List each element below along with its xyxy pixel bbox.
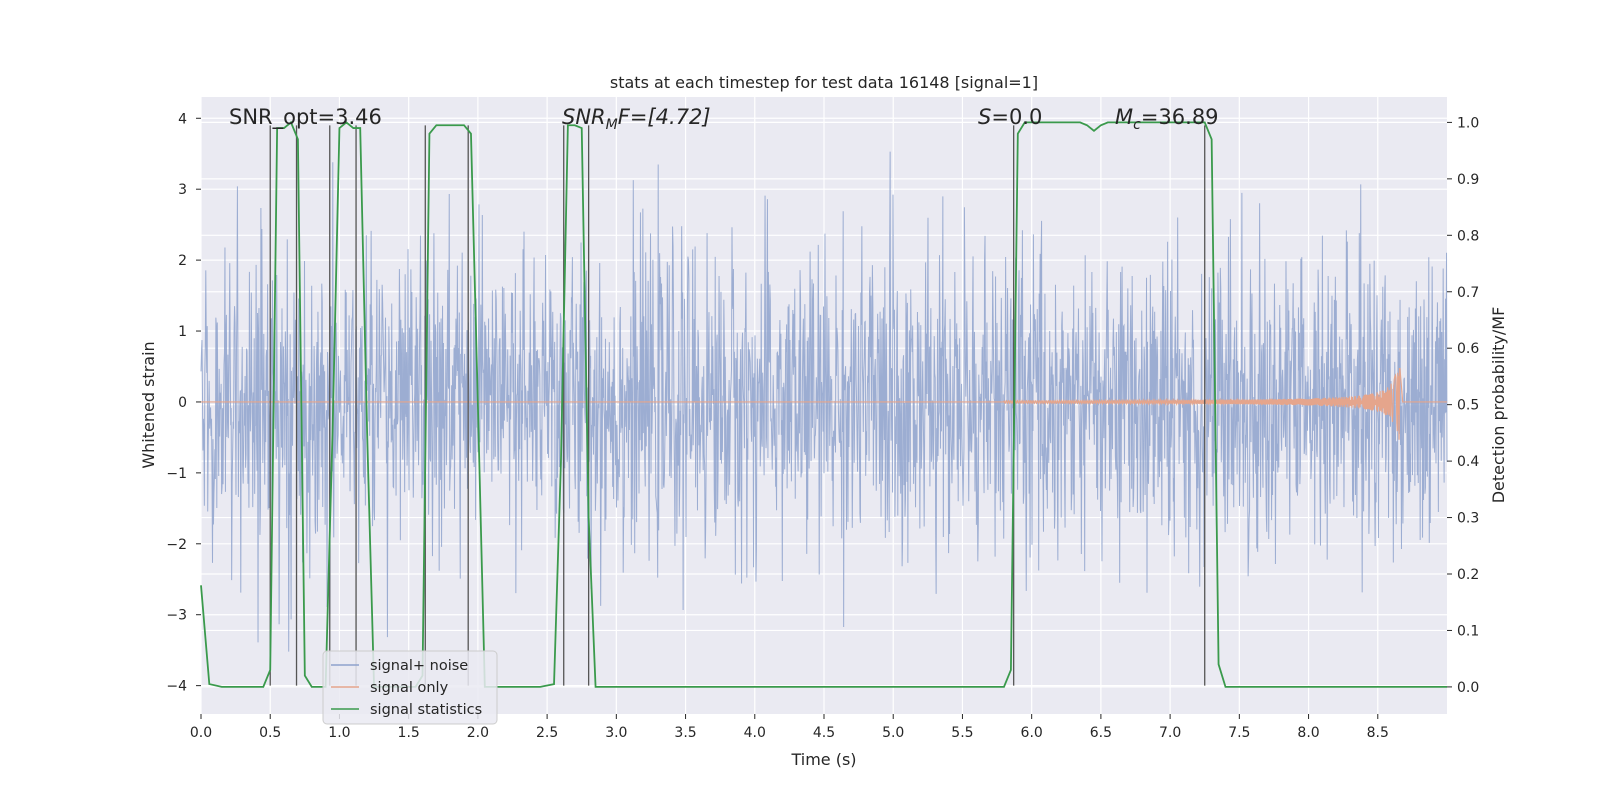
x-tick-label-15: 7.5 <box>1228 725 1250 741</box>
statistics-line <box>200 120 1447 688</box>
y-right-tick-label-10: 1.0 <box>1457 115 1479 131</box>
legend-label-signal-only: signal only <box>370 680 449 696</box>
annotation-snr-mf: SNRMF=[4.72] <box>562 105 711 133</box>
y-right-tick-label-4: 0.4 <box>1457 454 1479 470</box>
legend: signal+ noise signal only signal statist… <box>322 650 498 725</box>
y-tick-label-1: −3 <box>166 608 187 624</box>
x-tick-label-6: 3.0 <box>605 725 627 741</box>
y-right-tick-label-9: 0.9 <box>1457 172 1479 188</box>
annotation-snr-mf-main: SNR <box>562 105 606 129</box>
y-tick-label-2: −2 <box>166 537 187 553</box>
annotation-s-stat-tail: =0.0 <box>991 105 1042 129</box>
series-signal-statistics <box>200 120 1447 688</box>
x-tick-label-2: 1.0 <box>328 725 350 741</box>
annotation-s-stat: S=0.0 <box>978 105 1042 129</box>
y-right-tick-label-0: 0.0 <box>1457 680 1479 696</box>
x-tick-label-4: 2.0 <box>467 725 489 741</box>
annotation-chirp-mass-main: M <box>1115 105 1133 129</box>
x-tick-label-10: 5.0 <box>882 725 904 741</box>
legend-label-signal-plus-noise: signal+ noise <box>370 658 468 674</box>
y-right-tick-label-1: 0.1 <box>1457 623 1479 639</box>
annotation-s-stat-main: S <box>978 105 991 129</box>
x-axis-label: Time (s) <box>790 750 856 769</box>
legend-label-signal-statistics: signal statistics <box>370 702 482 718</box>
x-tick-label-5: 2.5 <box>536 725 558 741</box>
chart-title: stats at each timestep for test data 161… <box>610 73 1038 92</box>
x-tick-label-9: 4.5 <box>813 725 835 741</box>
x-tick-label-3: 1.5 <box>398 725 420 741</box>
legend-frame <box>322 650 498 725</box>
y-tick-label-7: 3 <box>178 182 187 198</box>
x-tick-label-1: 0.5 <box>259 725 281 741</box>
annotation-snr-mf-tail: F=[4.72] <box>618 105 711 129</box>
y-axis-label: Whitened strain <box>139 341 158 468</box>
y-tick-label-8: 4 <box>178 111 187 127</box>
annotation-chirp-mass: Mc=36.89 <box>1115 105 1219 133</box>
noise-trace <box>200 151 1448 652</box>
annotation-snr-mf-sub: M <box>606 117 618 133</box>
series-signal-only <box>201 367 1447 440</box>
axis-ticks: 0.0 0.5 1.0 1.5 2.0 2.5 3.0 3.5 4.0 4.5 5.0 5.5 6.0 6… <box>166 111 1479 741</box>
x-tick-label-17: 8.5 <box>1367 725 1389 741</box>
y-axis-label-right: Detection probability/MF <box>1489 307 1508 504</box>
y-right-tick-label-6: 0.6 <box>1457 341 1479 357</box>
y-tick-label-5: 1 <box>178 324 187 340</box>
y-tick-label-3: −1 <box>166 466 187 482</box>
annotation-snr-opt: SNR_opt=3.46 <box>229 105 382 130</box>
y-right-tick-label-2: 0.2 <box>1457 567 1479 583</box>
y-right-tick-label-7: 0.7 <box>1457 285 1479 301</box>
x-tick-label-11: 5.5 <box>951 725 973 741</box>
annotation-chirp-mass-sub: c <box>1133 117 1141 133</box>
x-tick-label-7: 3.5 <box>674 725 696 741</box>
series-signal-plus-noise <box>200 151 1448 652</box>
annotation-chirp-mass-tail: =36.89 <box>1141 105 1219 129</box>
x-tick-label-0: 0.0 <box>190 725 212 741</box>
y-right-tick-label-5: 0.5 <box>1457 398 1479 414</box>
x-tick-label-14: 7.0 <box>1159 725 1181 741</box>
x-tick-label-12: 6.0 <box>1021 725 1043 741</box>
y-tick-label-4: 0 <box>178 395 187 411</box>
x-tick-label-16: 8.0 <box>1297 725 1319 741</box>
chirp-trace <box>201 367 1447 440</box>
y-right-tick-label-3: 0.3 <box>1457 511 1479 527</box>
y-right-tick-label-8: 0.8 <box>1457 228 1479 244</box>
x-tick-label-8: 4.0 <box>744 725 766 741</box>
y-tick-label-6: 2 <box>178 253 187 269</box>
x-tick-label-13: 6.5 <box>1090 725 1112 741</box>
y-tick-label-0: −4 <box>166 679 187 695</box>
